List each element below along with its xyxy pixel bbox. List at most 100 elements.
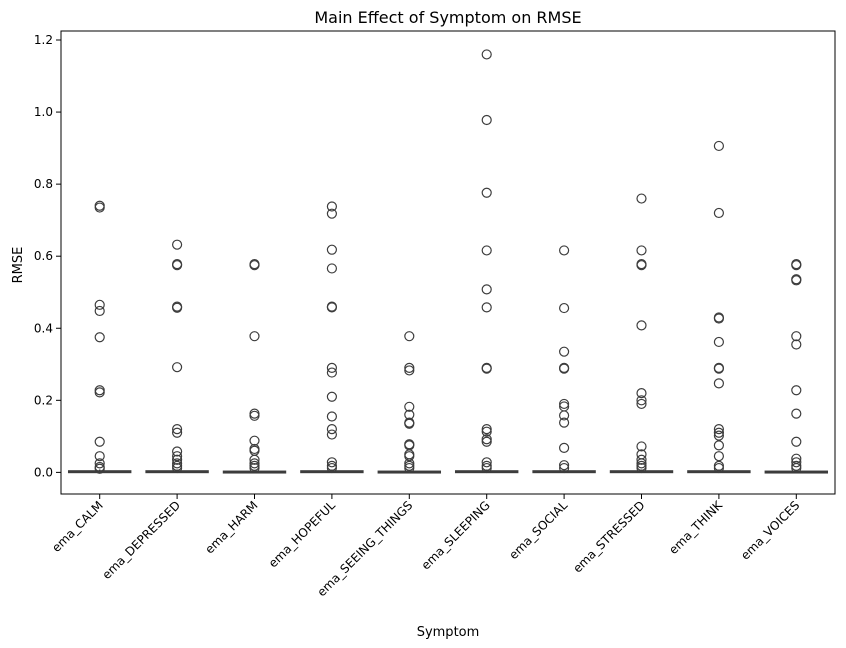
- outlier-point: [172, 446, 183, 457]
- outlier-point: [172, 454, 183, 465]
- outlier-point: [172, 260, 183, 271]
- outlier-point: [481, 462, 492, 474]
- outlier-point: [791, 385, 802, 396]
- x-tick-label: ema_DEPRESSED: [99, 498, 183, 582]
- outlier-point: [791, 457, 802, 468]
- outlier-point: [481, 363, 492, 374]
- y-axis-label: RMSE: [11, 247, 26, 284]
- x-tick-label: ema_CALM: [49, 498, 106, 555]
- x-tick-label: ema_THINK: [666, 497, 726, 557]
- outlier-point: [172, 239, 183, 250]
- outlier-point: [791, 408, 802, 419]
- outlier-point: [326, 362, 337, 373]
- outlier-point: [558, 410, 570, 421]
- outlier-point: [558, 302, 570, 314]
- outlier-point: [326, 429, 337, 440]
- outlier-point: [481, 284, 492, 295]
- outlier-point: [94, 202, 105, 213]
- outlier-point: [481, 457, 492, 468]
- outlier-point: [558, 245, 570, 256]
- outlier-point: [636, 458, 647, 469]
- outlier-point: [404, 331, 415, 342]
- outlier-point: [249, 260, 260, 271]
- outlier-point: [713, 462, 725, 474]
- outlier-point: [326, 244, 337, 255]
- y-tick-label: 0.6: [34, 249, 53, 263]
- outlier-point: [481, 245, 492, 256]
- outlier-point: [326, 457, 337, 468]
- outlier-point: [326, 391, 337, 402]
- outlier-point: [404, 458, 415, 469]
- outlier-point: [94, 332, 105, 343]
- x-tick-label: ema_SOCIAL: [506, 498, 570, 562]
- outlier-point: [636, 245, 647, 256]
- outlier-point: [94, 458, 105, 469]
- outlier-point: [172, 427, 183, 438]
- outlier-point: [172, 362, 183, 373]
- outlier-point: [94, 299, 105, 310]
- outlier-point: [636, 462, 647, 474]
- outlier-point: [326, 263, 337, 274]
- outlier-point: [249, 331, 260, 342]
- outlier-point: [713, 440, 725, 451]
- x-tick-label: ema_STRESSED: [570, 498, 647, 575]
- x-axis-label: Symptom: [417, 625, 480, 640]
- outlier-point: [249, 408, 260, 419]
- outlier-point: [636, 388, 647, 399]
- outlier-point: [326, 367, 337, 378]
- y-tick-label: 0.8: [34, 177, 53, 191]
- outlier-point: [481, 434, 492, 445]
- outlier-point: [713, 313, 725, 324]
- y-tick-label: 0.0: [34, 465, 53, 479]
- outlier-point: [404, 462, 415, 474]
- outlier-point: [713, 427, 725, 438]
- outlier-point: [481, 187, 492, 198]
- outlier-point: [172, 424, 183, 435]
- outlier-point: [94, 305, 105, 317]
- outlier-point: [404, 418, 415, 429]
- outlier-point: [713, 336, 725, 348]
- y-tick-label: 1.2: [34, 33, 53, 47]
- outlier-point: [791, 436, 802, 447]
- outlier-point: [713, 424, 725, 435]
- outlier-point: [172, 451, 183, 462]
- outlier-point: [558, 363, 570, 374]
- plot-area: 0.0 0.2 0.4 0.6 0.8 1.0 1.2 ema_CALMema_DEPRESS…: [34, 30, 836, 599]
- outlier-point: [636, 395, 647, 406]
- outlier-point: [558, 417, 570, 428]
- outlier-point: [636, 320, 647, 331]
- outlier-point: [94, 387, 105, 398]
- outlier-point: [326, 302, 337, 313]
- outlier-point: [481, 436, 492, 447]
- outlier-point: [249, 410, 260, 421]
- outlier-point: [636, 454, 647, 465]
- outlier-point: [326, 462, 337, 474]
- outlier-point: [249, 435, 260, 446]
- outlier-point: [791, 260, 802, 271]
- outlier-point: [558, 462, 570, 474]
- outlier-point: [791, 339, 802, 350]
- outlier-point: [94, 463, 105, 474]
- outlier-point: [94, 436, 105, 447]
- outlier-point: [326, 201, 337, 212]
- outlier-point: [172, 302, 183, 313]
- outlier-point: [172, 462, 183, 474]
- outlier-point: [713, 140, 725, 152]
- outlier-point: [713, 460, 725, 471]
- outlier-point: [558, 442, 570, 453]
- outlier-point: [326, 424, 337, 435]
- outlier-point: [481, 114, 492, 126]
- outlier-point: [404, 365, 415, 376]
- outlier-point: [404, 362, 415, 373]
- outlier-point: [94, 385, 105, 396]
- outlier-point: [404, 401, 415, 412]
- chart-title: Main Effect of Symptom on RMSE: [314, 8, 581, 27]
- y-tick-label: 0.4: [34, 321, 53, 335]
- outlier-point: [713, 378, 725, 389]
- x-tick-label: ema_HARM: [202, 498, 260, 556]
- x-tick-label: ema_HOPEFUL: [266, 498, 338, 570]
- y-tick-label: 0.2: [34, 393, 53, 407]
- outlier-point: [94, 451, 105, 462]
- outlier-point: [404, 451, 415, 462]
